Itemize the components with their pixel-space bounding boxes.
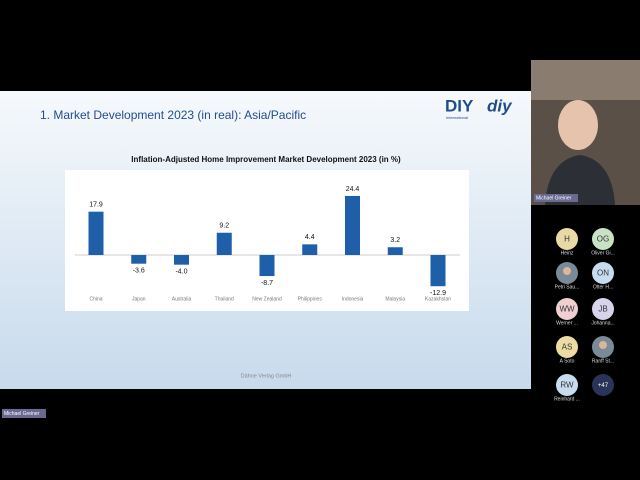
participant-photo-head: [599, 341, 607, 349]
participant-name: Petri Sau...: [555, 284, 580, 290]
slide-title: 1. Market Development 2023 (in real): As…: [40, 108, 306, 122]
chart-panel: [65, 170, 469, 311]
participant-initials: OG: [597, 235, 609, 244]
value-label: -12.9: [430, 290, 446, 297]
participant-name: Reinhard ...: [554, 396, 580, 402]
speaker-head: [558, 100, 598, 150]
chart-title: Inflation-Adjusted Home Improvement Mark…: [131, 155, 401, 164]
value-label: 4.4: [305, 234, 315, 241]
participant-avatar[interactable]: [592, 228, 614, 250]
bar: [430, 255, 446, 287]
bar: [131, 255, 147, 264]
participant-name: Oliver Gi...: [591, 250, 615, 256]
bar: [302, 244, 318, 255]
participant-name: Otter H...: [593, 284, 613, 290]
speaker-name: Michael Greiner: [536, 195, 572, 201]
participant-name: Johanna...: [591, 320, 614, 326]
category-label: Japan: [132, 296, 146, 302]
overflow-button[interactable]: [592, 374, 614, 396]
category-label: China: [89, 296, 102, 302]
logo-alt: diy: [487, 96, 513, 115]
category-label: Thailand: [215, 296, 234, 302]
participant-initials: ON: [597, 269, 609, 278]
overflow-count: +47: [598, 383, 609, 389]
participant-avatar[interactable]: [592, 262, 614, 284]
participant-name: Werner ...: [556, 320, 578, 326]
value-label: -4.0: [175, 269, 187, 276]
slide-footer: Dähne Verlag GmbH: [241, 373, 292, 379]
value-label: -3.6: [133, 268, 145, 275]
participant-name: Ranff St...: [592, 358, 614, 364]
category-label: Australia: [172, 296, 192, 302]
value-label: 9.2: [219, 223, 229, 230]
participant-photo-head: [563, 267, 571, 275]
category-label: Kazakhstan: [425, 296, 451, 302]
category-label: Indonesia: [342, 296, 364, 302]
bar: [88, 211, 104, 255]
bar: [174, 255, 189, 265]
participant-avatar[interactable]: [556, 228, 578, 250]
value-label: 17.9: [89, 202, 103, 209]
logo-sub: International: [446, 115, 468, 120]
value-label: 3.2: [390, 237, 400, 244]
bar: [345, 195, 360, 255]
bar: [216, 232, 232, 255]
speaker-body: [545, 155, 615, 205]
participant-initials: H: [564, 235, 570, 244]
participant-avatar[interactable]: [556, 374, 578, 396]
participant-avatar[interactable]: [592, 298, 614, 320]
logo: DIY: [445, 96, 474, 115]
value-label: 24.4: [346, 186, 360, 193]
participant-name: A Soto: [560, 358, 575, 364]
self-label-bg: [2, 409, 46, 418]
self-name: Michael Greiner: [4, 411, 40, 417]
participant-initials: JB: [598, 305, 607, 314]
participant-initials: RW: [560, 381, 574, 390]
category-label: Malaysia: [385, 296, 405, 302]
participant-initials: AS: [562, 343, 573, 352]
video-wall: [531, 60, 640, 100]
speaker-label-bg: [534, 194, 578, 202]
category-label: Philippines: [298, 296, 323, 302]
participant-avatar[interactable]: [556, 298, 578, 320]
participant-avatar[interactable]: [556, 336, 578, 358]
participant-name: Heinz: [561, 250, 574, 256]
bar: [387, 247, 403, 255]
category-label: New Zealand: [252, 296, 282, 302]
participant-initials: WW: [559, 305, 575, 314]
value-label: -8.7: [261, 280, 273, 287]
bar: [259, 255, 275, 277]
